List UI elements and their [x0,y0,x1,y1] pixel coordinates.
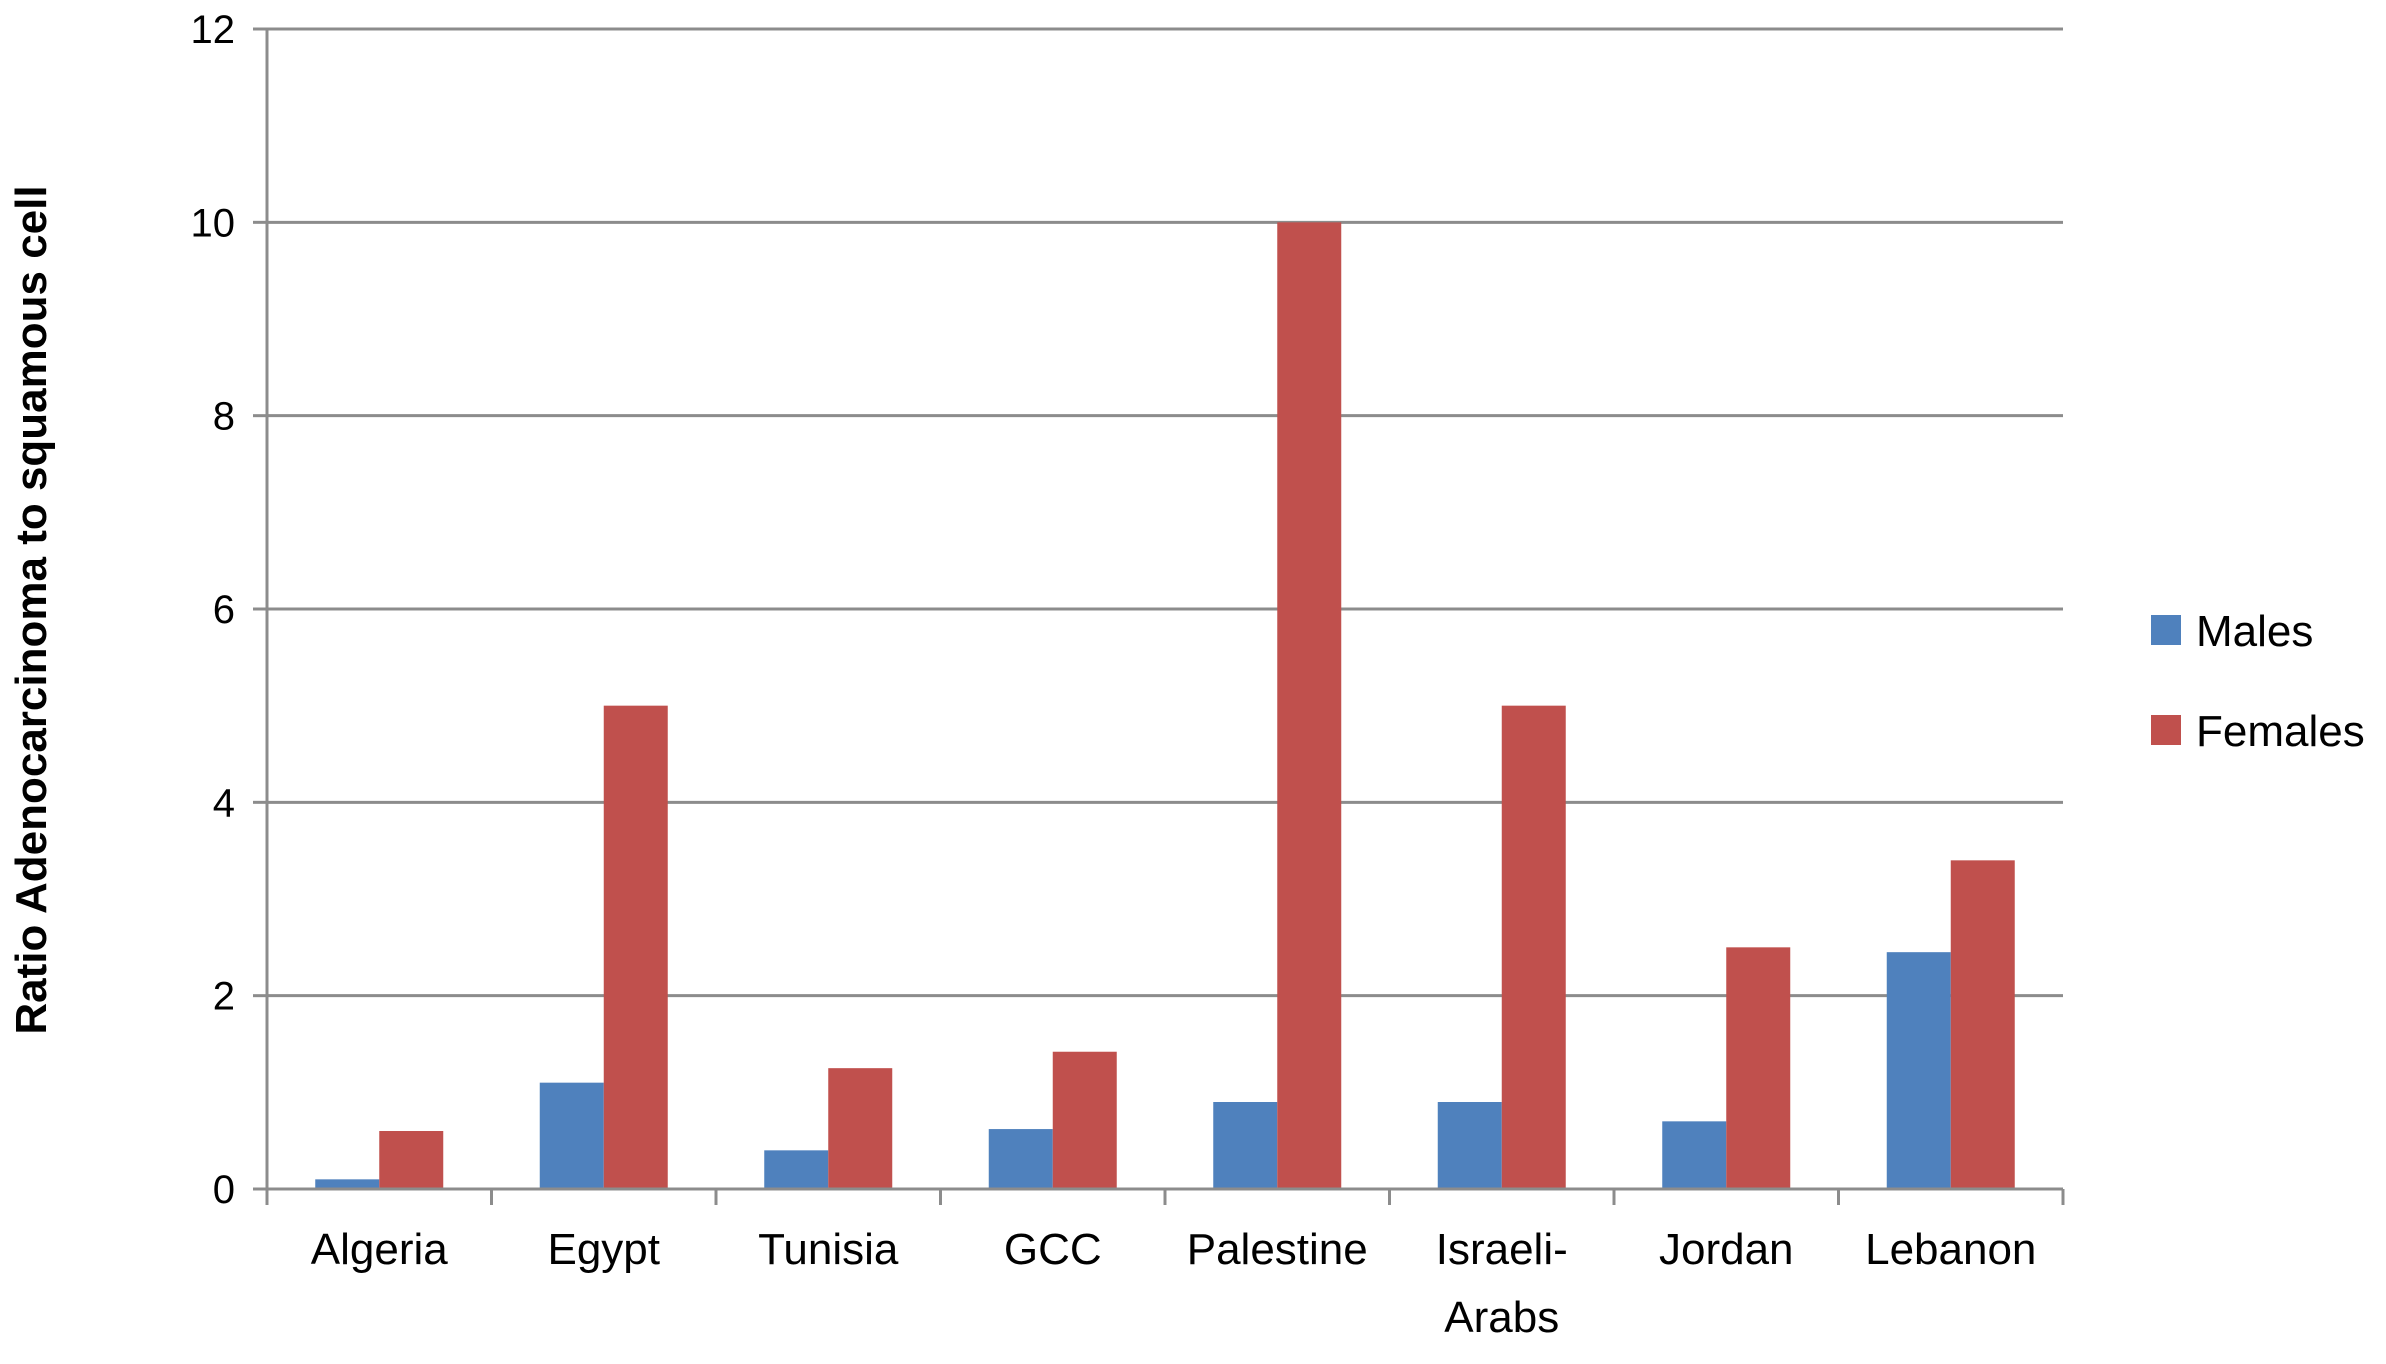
y-tick-label: 8 [213,395,235,439]
x-tick-label-line: Jordan [1659,1225,1794,1274]
y-axis-title: Ratio Adenocarcinoma to squamous cell [7,185,56,1034]
y-tick-label: 4 [213,781,235,825]
bar-males-gcc [988,1129,1053,1189]
x-tick-label-line: Egypt [547,1225,660,1274]
gridlines [267,27,2063,998]
x-tick-label: Algeria [311,1225,448,1274]
y-tick-labels: 0 2 4 6 8 10 12 [191,8,236,1212]
x-tick-label-line: Arabs [1444,1293,1559,1342]
x-tick-label-line: Lebanon [1865,1225,2036,1274]
bar-females-gcc [1052,1051,1117,1189]
bar-males-israeli-arabs [1437,1102,1502,1189]
x-tick-label: GCC [1004,1225,1102,1274]
legend-swatch-males [2151,615,2181,645]
x-tick-label-line: GCC [1004,1225,1102,1274]
bar-males-algeria [315,1179,380,1189]
y-tick-label: 0 [213,1168,235,1212]
x-tick-label-line: Palestine [1187,1225,1368,1274]
axes [253,27,2065,1205]
y-tick-label: 12 [191,8,236,52]
x-tick-label-line: Tunisia [758,1225,899,1274]
bar-males-palestine [1213,1102,1278,1189]
bar-males-lebanon [1886,952,1951,1189]
y-tick-label: 6 [213,588,235,632]
bar-females-lebanon [1950,860,2015,1189]
legend-label-males: Males [2196,607,2313,656]
x-tick-label: Palestine [1187,1225,1368,1274]
bar-males-tunisia [764,1150,829,1189]
x-tick-label-line: Algeria [311,1225,448,1274]
bars [315,222,2015,1190]
bar-males-jordan [1662,1121,1727,1189]
x-tick-label: Jordan [1659,1225,1794,1274]
x-tick-label: Lebanon [1865,1225,2036,1274]
bar-females-tunisia [828,1068,893,1189]
legend: Males Females [2151,607,2365,756]
bar-males-egypt [539,1082,604,1189]
x-tick-labels: Algeria Egypt Tunisia GCC Palestine Israeli- A… [311,1225,2037,1342]
y-tick-label: 2 [213,975,235,1019]
x-tick-label: Egypt [547,1225,660,1274]
bar-females-palestine [1277,222,1342,1190]
legend-swatch-females [2151,715,2181,745]
y-tick-label: 10 [191,201,236,245]
bar-females-algeria [379,1131,444,1189]
bar-females-israeli-arabs [1501,705,1566,1189]
legend-label-females: Females [2196,707,2365,756]
bar-females-egypt [603,705,668,1189]
x-tick-label-line: Israeli- [1436,1225,1568,1274]
x-tick-label: Tunisia [758,1225,899,1274]
bar-females-jordan [1726,947,1791,1189]
x-tick-label: Israeli- Arabs [1436,1225,1568,1342]
